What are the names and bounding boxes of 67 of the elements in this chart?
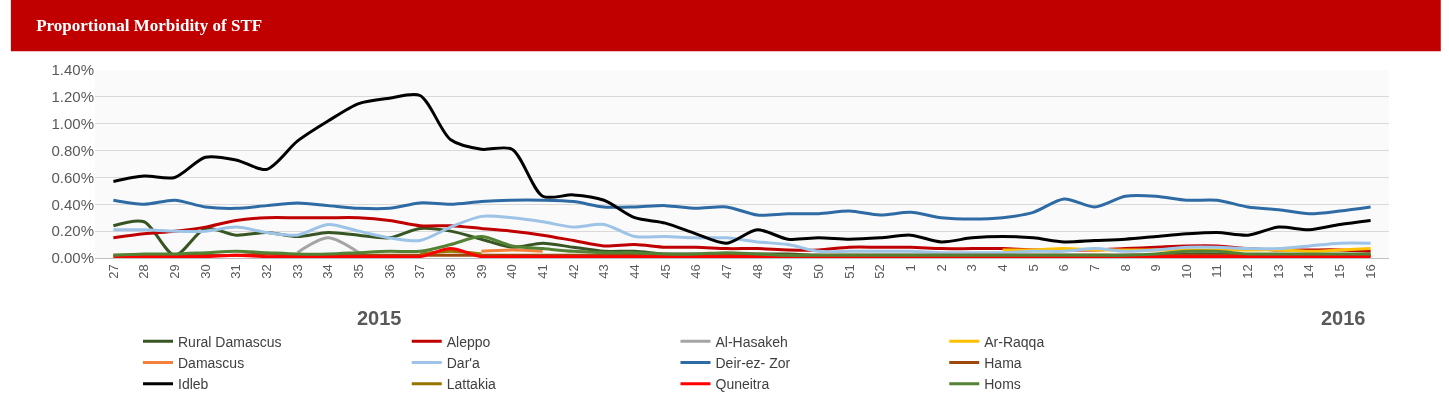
x-tick-label: 12 xyxy=(1240,264,1256,279)
x-tick-label: 3 xyxy=(964,264,980,272)
x-tick-label: 52 xyxy=(872,264,888,279)
x-tick-label: 27 xyxy=(105,264,121,279)
legend-label: Rural Damascus xyxy=(178,333,282,350)
legend-label: Homs xyxy=(984,376,1021,393)
x-tick-label: 30 xyxy=(197,264,213,279)
x-tick-label: 46 xyxy=(688,264,704,279)
x-tick-label: 41 xyxy=(534,264,550,279)
x-tick-label: 49 xyxy=(780,264,796,279)
legend-label: Damascus xyxy=(178,354,245,371)
x-tick-label: 1 xyxy=(902,264,918,272)
x-tick-label: 38 xyxy=(442,264,458,279)
legend-label: Aleppo xyxy=(446,333,491,350)
y-tick-label: 0.20% xyxy=(51,222,94,240)
x-tick-label: 4 xyxy=(994,264,1010,272)
x-tick-label: 48 xyxy=(749,264,765,279)
legend-label: Hama xyxy=(984,354,1022,371)
x-tick-label: 7 xyxy=(1086,264,1102,272)
x-tick-label: 5 xyxy=(1025,264,1041,272)
y-tick-label: 0.60% xyxy=(51,168,94,186)
x-tick-label: 42 xyxy=(565,264,581,279)
x-tick-label: 6 xyxy=(1056,264,1072,272)
x-tick-label: 14 xyxy=(1301,264,1317,279)
y-tick-label: 1.20% xyxy=(51,88,94,106)
legend-label: Al-Hasakeh xyxy=(715,333,788,350)
x-tick-label: 29 xyxy=(166,264,182,279)
x-tick-label: 31 xyxy=(228,264,244,279)
x-tick-label: 13 xyxy=(1270,264,1286,279)
legend-label: Ar-Raqqa xyxy=(984,333,1045,350)
x-tick-label: 36 xyxy=(381,264,397,279)
x-tick-label: 43 xyxy=(596,264,612,279)
x-tick-label: 37 xyxy=(412,264,428,279)
x-tick-label: 40 xyxy=(504,264,520,279)
chart-title: Proportional Morbidity of STF xyxy=(36,15,263,35)
x-tick-label: 44 xyxy=(626,264,642,279)
x-tick-label: 51 xyxy=(841,264,857,279)
line-series xyxy=(111,194,1373,221)
y-tick-label: 1.40% xyxy=(51,61,94,79)
legend-label: Deir-ez- Zor xyxy=(715,354,791,371)
x-tick-label: 39 xyxy=(473,264,489,279)
text: 2016 xyxy=(1321,307,1366,329)
y-tick-label: 0.00% xyxy=(51,249,94,267)
text: 2015 xyxy=(357,307,402,329)
x-tick-label: 34 xyxy=(320,264,336,279)
x-tick-label: 8 xyxy=(1117,264,1133,272)
x-tick-label: 16 xyxy=(1362,264,1378,279)
legend-label: Idleb xyxy=(178,376,209,393)
x-tick-label: 33 xyxy=(289,264,305,279)
x-tick-label: 47 xyxy=(718,264,734,279)
legend-label: Quneitra xyxy=(715,376,770,393)
x-tick-label: 45 xyxy=(657,264,673,279)
y-tick-label: 0.40% xyxy=(51,195,94,213)
y-tick-label: 1.00% xyxy=(51,114,94,132)
x-tick-label: 32 xyxy=(258,264,274,279)
line-series xyxy=(111,235,1373,257)
y-tick-label: 0.80% xyxy=(51,141,94,159)
x-tick-label: 2 xyxy=(933,264,949,272)
x-tick-label: 28 xyxy=(136,264,152,279)
x-tick-label: 35 xyxy=(350,264,366,279)
legend-label: Dar'a xyxy=(446,354,480,371)
x-tick-label: 11 xyxy=(1209,264,1225,278)
x-tick-label: 9 xyxy=(1148,264,1164,272)
legend-label: Lattakia xyxy=(446,376,496,393)
x-tick-label: 50 xyxy=(810,264,826,279)
x-tick-label: 10 xyxy=(1178,264,1194,279)
x-tick-label: 15 xyxy=(1332,264,1348,279)
